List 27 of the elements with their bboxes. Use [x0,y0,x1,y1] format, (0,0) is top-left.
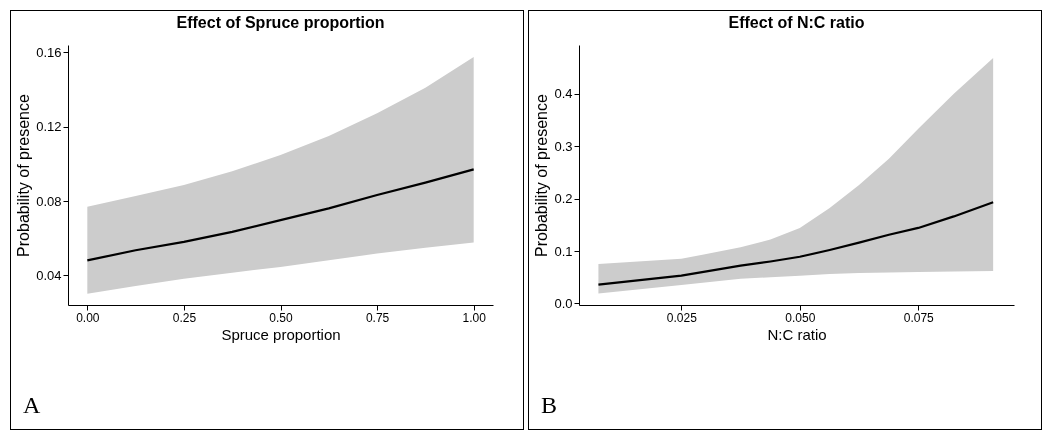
x-axis-title: Spruce proportion [221,325,341,343]
x-tick-label: 0.075 [903,310,935,325]
x-tick-label: 0.00 [76,310,100,325]
x-tick-label: 0.25 [172,310,197,325]
x-tick-label: 0.050 [785,310,816,325]
text: B [541,392,558,419]
chart-title: Effect of N:C ratio [728,14,865,31]
x-tick-label: 0.75 [365,310,390,325]
y-tick-label: 0.16 [36,44,62,60]
line-series [86,168,475,262]
y-tick-label: 0.1 [554,243,573,259]
y-tick-label: 0.12 [36,119,62,135]
y-tick-label: 0.0 [554,295,573,311]
y-axis-title: Probability of presence [15,94,33,257]
x-tick-label: 0.50 [269,310,293,325]
y-tick-label: 0.4 [554,86,573,102]
y-tick-label: 0.08 [36,193,62,209]
y-tick-label: 0.04 [36,267,62,283]
text: A [23,392,41,419]
y-axis-title: Probability of presence [533,94,551,257]
y-tick-label: 0.2 [554,191,573,207]
y-tick-label: 0.3 [554,138,573,154]
x-tick-label: 1.00 [462,310,487,325]
x-axis-title: N:C ratio [767,325,827,343]
chart-title: Effect of Spruce proportion [176,14,385,31]
x-tick-label: 0.025 [666,310,698,325]
line-series [597,201,995,286]
